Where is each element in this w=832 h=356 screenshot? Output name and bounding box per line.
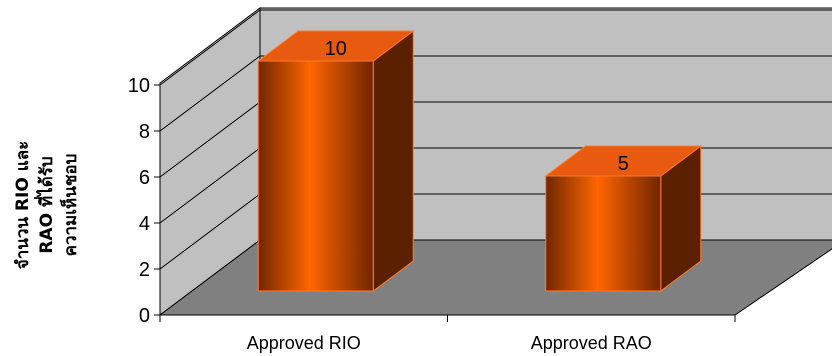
x-tick-label-1: Approved RIO — [247, 333, 361, 353]
bar-2 — [544, 145, 703, 292]
gridline-side-2 — [159, 147, 261, 224]
x-tick-label-2: Approved RAO — [531, 333, 652, 353]
gridline-side-1 — [159, 193, 261, 270]
gridline-side-3 — [159, 101, 261, 178]
y-axis-title: จำนวน RIO และ RAO ที่ได้รับ ความเห็นชอบ — [13, 141, 81, 270]
y-axis-title-line-3: ความเห็นชอบ — [58, 154, 81, 257]
bar-1 — [256, 30, 415, 292]
bar-front-1 — [257, 60, 374, 292]
data-label-2: 5 — [618, 153, 629, 175]
gridline-side-4 — [159, 55, 261, 132]
y-tick-label-3: 6 — [139, 167, 150, 189]
y-tick-label-0: 0 — [139, 305, 150, 327]
y-axis-title-line-1: จำนวน RIO และ — [13, 141, 33, 270]
gridline-side-5 — [159, 9, 261, 86]
y-axis-title-line-2: RAO ที่ได้รับ — [34, 156, 57, 253]
bar-front-2 — [545, 175, 662, 292]
bar-side-1 — [372, 30, 414, 292]
data-label-1: 10 — [325, 38, 347, 60]
y-tick-label-2: 4 — [139, 213, 150, 235]
y-tick-label-5: 10 — [128, 75, 150, 97]
y-tick-label-1: 2 — [139, 259, 150, 281]
y-tick-label-4: 8 — [139, 121, 150, 143]
